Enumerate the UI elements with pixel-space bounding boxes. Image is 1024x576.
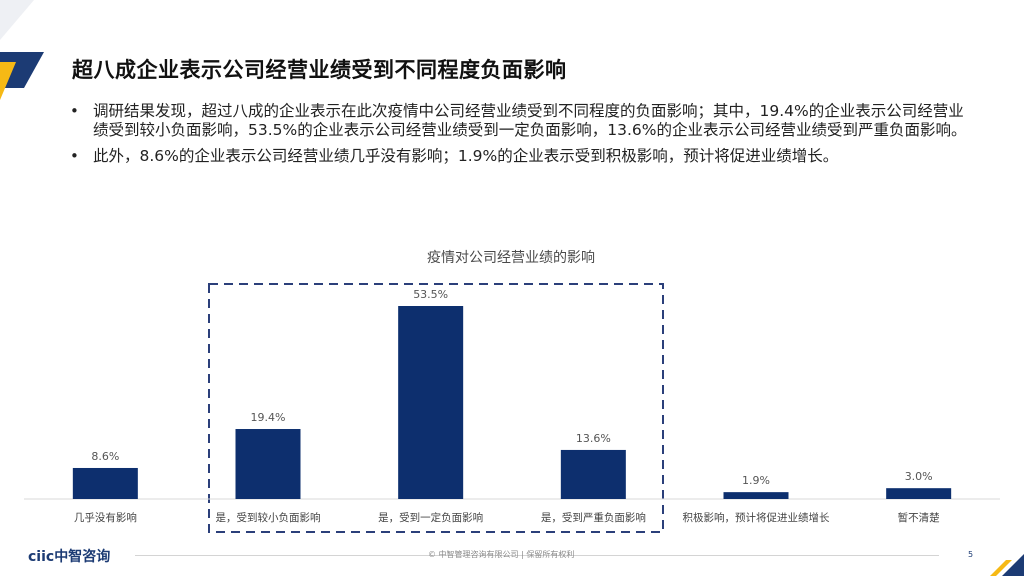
bullet-list: • 调研结果发现，超过八成的企业表示在此次疫情中公司经营业绩受到不同程度的负面影… bbox=[68, 102, 968, 173]
chart-title: 疫情对公司经营业绩的影响 bbox=[427, 250, 595, 266]
bar bbox=[72, 467, 138, 499]
category-tick-label: 几乎没有影响 bbox=[74, 511, 137, 524]
footer-decoration bbox=[990, 554, 1024, 576]
bar-value-label: 1.9% bbox=[742, 474, 770, 487]
bullet-dot: • bbox=[70, 147, 79, 165]
bar bbox=[235, 429, 301, 499]
bullet-dot: • bbox=[70, 102, 79, 120]
bullet-item: • 调研结果发现，超过八成的企业表示在此次疫情中公司经营业绩受到不同程度的负面影… bbox=[68, 102, 968, 140]
bars-group: 8.6% 几乎没有影响 19.4% 是，受到较小负面影响 53.5% 是，受到一定负面影响… bbox=[72, 288, 952, 524]
bar-value-label: 53.5% bbox=[413, 288, 448, 301]
category-tick-label: 是，受到较小负面影响 bbox=[216, 511, 321, 524]
bar bbox=[398, 306, 464, 499]
bullet-text: 此外，8.6%的企业表示公司经营业绩几乎没有影响；1.9%的企业表示受到积极影响… bbox=[93, 147, 839, 165]
footer-divider bbox=[135, 555, 939, 556]
footer-logo: ciic中智咨询 bbox=[28, 549, 111, 565]
page-title: 超八成企业表示公司经营业绩受到不同程度负面影响 bbox=[72, 58, 567, 82]
bar bbox=[560, 449, 626, 499]
bar bbox=[886, 488, 952, 499]
bullet-item: • 此外，8.6%的企业表示公司经营业绩几乎没有影响；1.9%的企业表示受到积极… bbox=[68, 147, 968, 166]
bar bbox=[723, 492, 789, 499]
bar-value-label: 3.0% bbox=[905, 470, 933, 483]
chart-area: 疫情对公司经营业绩的影响 8.6% 几乎没有影响 19.4% 是，受到较小负面影响 53… bbox=[0, 238, 1024, 538]
category-tick-label: 是，受到一定负面影响 bbox=[378, 511, 483, 524]
bar-value-label: 13.6% bbox=[576, 432, 611, 445]
bar-value-label: 19.4% bbox=[251, 411, 286, 424]
bar-chart: 疫情对公司经营业绩的影响 8.6% 几乎没有影响 19.4% 是，受到较小负面影响 53… bbox=[24, 250, 1000, 533]
bullet-text: 调研结果发现，超过八成的企业表示在此次疫情中公司经营业绩受到不同程度的负面影响；… bbox=[93, 102, 967, 139]
category-tick-label: 暂不清楚 bbox=[898, 511, 940, 524]
category-tick-label: 积极影响，预计将促进业绩增长 bbox=[683, 511, 830, 524]
bar-value-label: 8.6% bbox=[91, 450, 119, 463]
corner-decoration bbox=[0, 0, 44, 100]
footer-copyright: © 中智管理咨询有限公司 | 保留所有权利 bbox=[428, 550, 575, 559]
category-tick-label: 是，受到严重负面影响 bbox=[541, 511, 646, 524]
highlight-box bbox=[208, 283, 664, 533]
page-number: 5 bbox=[968, 550, 974, 559]
